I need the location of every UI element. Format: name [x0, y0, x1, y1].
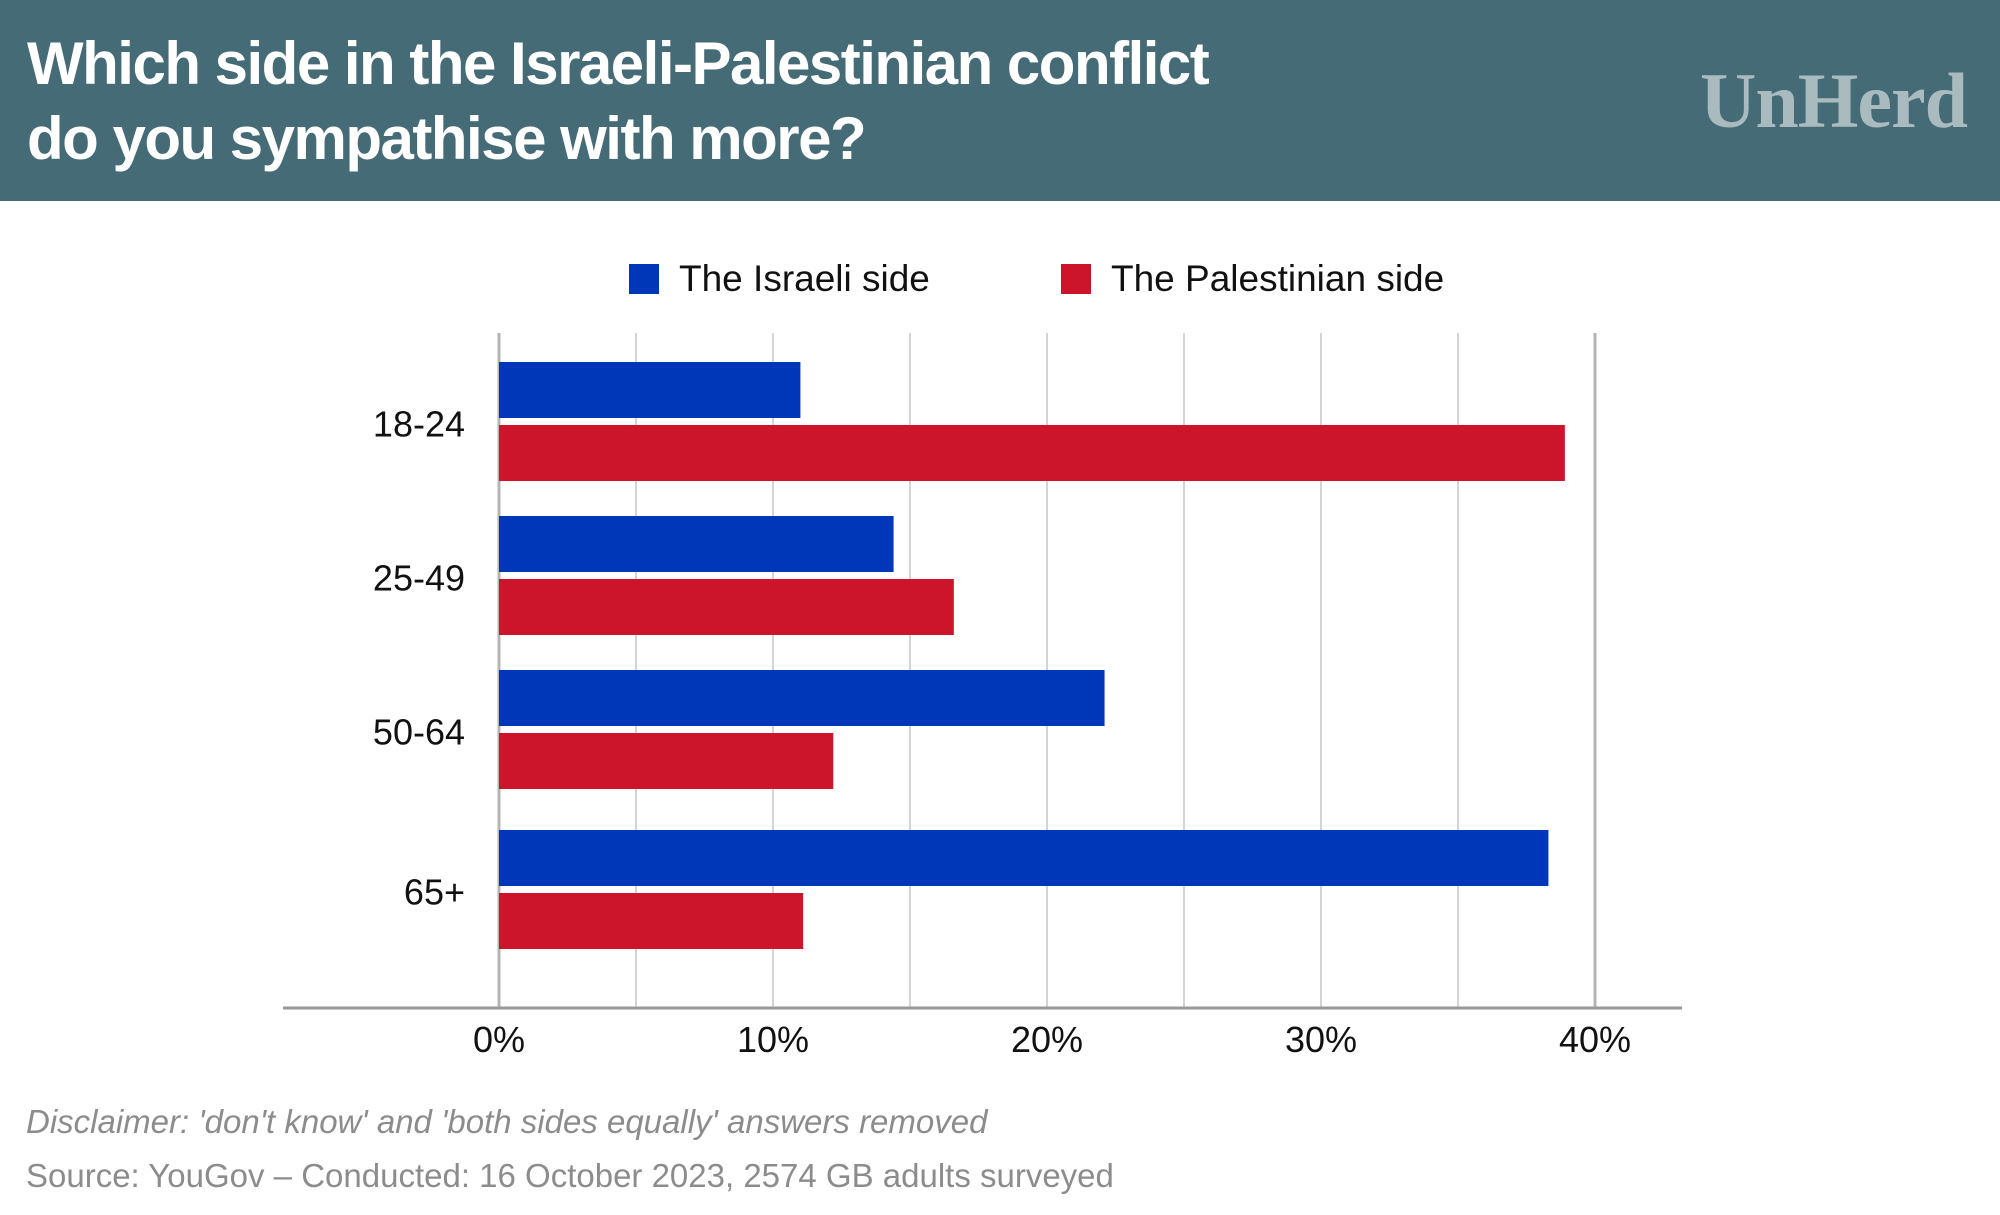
- legend-swatch-israeli: [629, 264, 659, 294]
- category-label: 65+: [404, 872, 465, 913]
- title-line-2: do you sympathise with more?: [27, 105, 867, 172]
- legend-label-palestinian: The Palestinian side: [1111, 258, 1445, 299]
- bar-israeli: [499, 670, 1105, 726]
- header-banner: Which side in the Israeli-Palestinian co…: [0, 0, 2000, 201]
- brand-logo: UnHerd: [1700, 57, 1968, 144]
- x-tick-label: 0%: [473, 1019, 525, 1060]
- legend-label-israeli: The Israeli side: [679, 258, 930, 299]
- category-label: 50-64: [373, 712, 465, 753]
- chart-legend: The Israeli side The Palestinian side: [0, 254, 2000, 304]
- x-tick-label: 30%: [1285, 1019, 1357, 1060]
- bar-israeli: [499, 362, 801, 418]
- bar-israeli: [499, 516, 894, 572]
- bar-palestinian: [499, 893, 804, 949]
- x-tick-label: 40%: [1559, 1019, 1631, 1060]
- source-text: Source: YouGov – Conducted: 16 October 2…: [26, 1157, 1114, 1194]
- bar-israeli: [499, 830, 1549, 886]
- title-line-1: Which side in the Israeli-Palestinian co…: [27, 30, 1210, 97]
- bar-palestinian: [499, 579, 954, 635]
- chart-title: Which side in the Israeli-Palestinian co…: [27, 26, 1427, 176]
- x-tick-label: 10%: [737, 1019, 809, 1060]
- legend-swatch-palestinian: [1061, 264, 1091, 294]
- x-tick-label: 20%: [1011, 1019, 1083, 1060]
- legend-item-israeli: The Israeli side: [629, 254, 930, 304]
- category-label: 18-24: [373, 404, 465, 445]
- bar-palestinian: [499, 425, 1565, 481]
- disclaimer-text: Disclaimer: 'don't know' and 'both sides…: [26, 1103, 988, 1140]
- bar-chart: 0% 10% 20% 30% 40% 18-24 25-49 50-64 65+: [283, 333, 1682, 1060]
- bar-palestinian: [499, 733, 834, 789]
- category-label: 25-49: [373, 558, 465, 599]
- legend-item-palestinian: The Palestinian side: [1061, 254, 1444, 304]
